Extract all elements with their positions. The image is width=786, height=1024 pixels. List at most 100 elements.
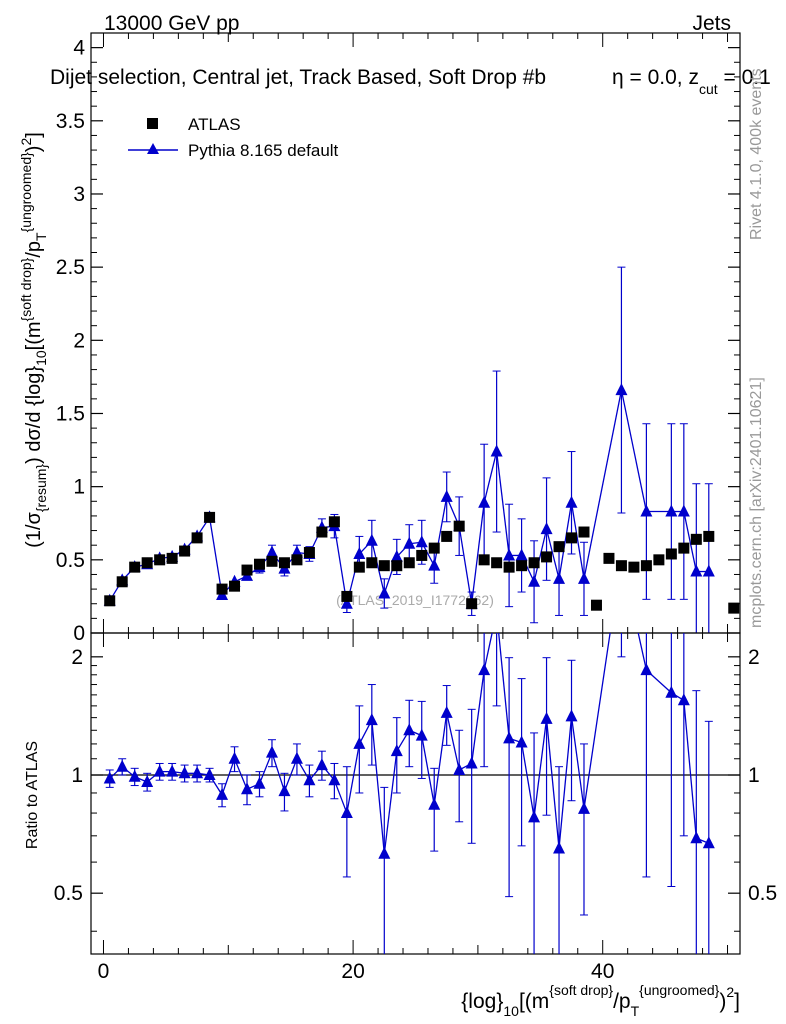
mc-line-segment xyxy=(333,526,348,604)
data-point xyxy=(615,560,627,572)
data-point xyxy=(703,530,715,542)
data-point xyxy=(416,549,428,561)
mc-point xyxy=(378,586,391,599)
data-point xyxy=(503,561,515,573)
ratio-point xyxy=(178,766,191,779)
zcut-value: = 0.1 xyxy=(718,66,771,89)
ratio-line-segment xyxy=(637,633,648,671)
mc-line-segment xyxy=(483,451,498,503)
ratio-y-tick-label-left: 0.5 xyxy=(54,882,83,905)
ratio-y-tick-label-left: 2 xyxy=(71,646,83,669)
x-axis-title: {log}10[(m{soft drop}/pT{ungroomed})2] xyxy=(461,982,740,1019)
ratio-panel: 0.5 0.5 1 1 2 2 0 20 40 Ratio to ATLAS {log}10[… xyxy=(24,632,777,1019)
mc-line-segment xyxy=(620,389,648,512)
data-point xyxy=(328,516,340,528)
ratio-line-segment xyxy=(333,779,348,814)
data-point xyxy=(690,533,702,545)
main-y-axis: 0 0.5 1 1.5 2 2.5 3 3.5 4 xyxy=(56,37,740,645)
mc-line-segment xyxy=(545,528,560,580)
data-point xyxy=(466,598,478,610)
main-y-tick-label: 3 xyxy=(73,183,85,206)
mc-point xyxy=(353,546,366,559)
plot-title: Dijet selection, Central jet, Track Base… xyxy=(50,66,546,89)
data-point xyxy=(678,542,690,554)
ratio-line-segment xyxy=(371,720,385,854)
ratio-y-axis-title: Ratio to ATLAS xyxy=(24,741,41,849)
mc-series-ratio xyxy=(103,633,715,954)
beam-label: 13000 GeV pp xyxy=(104,12,239,35)
main-y-tick-label: 3.5 xyxy=(56,110,85,133)
data-point xyxy=(391,560,403,572)
data-point xyxy=(603,552,615,564)
mc-series-main xyxy=(103,266,715,634)
main-panel: 00.511.522.533.54 (ATLAS_2019_I1772062) … xyxy=(18,32,741,645)
ratio-point xyxy=(690,831,703,844)
ratio-point xyxy=(553,841,566,854)
mc-line-segment xyxy=(533,528,548,582)
ratio-point xyxy=(191,766,204,779)
ratio-point xyxy=(577,801,590,814)
mc-line-segment xyxy=(433,496,448,566)
data-point xyxy=(566,532,578,544)
ratio-line-segment xyxy=(558,716,573,849)
data-point xyxy=(441,530,453,542)
ratio-point xyxy=(677,693,690,706)
main-x-ticks xyxy=(102,33,729,633)
ratio-y-tick-label-right: 2 xyxy=(748,646,760,669)
mc-point xyxy=(365,533,378,546)
data-point xyxy=(341,590,353,602)
data-point xyxy=(241,564,253,576)
watermark: (ATLAS_2019_I1772062) xyxy=(336,592,494,608)
mc-line-segment xyxy=(471,502,485,604)
data-point xyxy=(590,599,602,611)
mc-point xyxy=(490,444,503,457)
zcut-subscript: cut xyxy=(699,81,718,97)
mc-line-segment xyxy=(683,511,697,572)
ratio-point xyxy=(103,771,116,784)
ratio-y-axis: 0.5 0.5 1 1 2 2 xyxy=(54,646,777,932)
ratio-line-segment xyxy=(583,633,611,809)
mc-line-segment xyxy=(458,526,473,604)
mc-line-segment xyxy=(495,451,510,556)
ratio-line-segment xyxy=(383,751,398,854)
ratio-point xyxy=(128,769,141,782)
category-label: Jets xyxy=(692,12,731,35)
main-y-tick-label: 1 xyxy=(73,476,85,499)
data-point xyxy=(366,557,378,569)
data-point xyxy=(491,557,503,569)
mc-point xyxy=(440,489,453,502)
ratio-line-segment xyxy=(545,718,560,849)
data-point xyxy=(316,526,328,538)
main-y-tick-label: 2 xyxy=(73,329,85,352)
data-point xyxy=(453,520,465,532)
ratio-line-segment xyxy=(471,670,485,764)
ratio-line-segment xyxy=(533,718,548,818)
mc-point xyxy=(478,495,491,508)
ratio-point xyxy=(702,836,715,849)
mc-point xyxy=(340,596,353,609)
mc-point xyxy=(665,504,678,517)
data-point xyxy=(266,555,278,567)
data-point xyxy=(428,542,440,554)
main-y-axis-title: (1/σ{resum}) dσ/d {log}10[(m{soft drop}/… xyxy=(18,132,49,548)
data-point xyxy=(229,580,241,592)
data-point xyxy=(640,560,652,572)
ratio-line-segment xyxy=(433,712,448,805)
data-point xyxy=(129,561,141,573)
x-tick-label: 0 xyxy=(98,960,110,983)
data-point xyxy=(653,554,665,566)
mc-point xyxy=(265,545,278,558)
ratio-point xyxy=(540,711,553,724)
ratio-point xyxy=(290,751,303,764)
ratio-line-segment xyxy=(421,735,435,805)
main-y-tick-label: 0 xyxy=(73,622,85,645)
ratio-point xyxy=(415,728,428,741)
mc-line-segment xyxy=(371,540,385,594)
ratio-y-tick-label-left: 1 xyxy=(71,764,83,787)
data-point xyxy=(516,560,528,572)
data-point xyxy=(378,560,390,572)
mc-point xyxy=(690,564,703,577)
ratio-point xyxy=(228,751,241,764)
mc-line-segment xyxy=(583,389,623,579)
